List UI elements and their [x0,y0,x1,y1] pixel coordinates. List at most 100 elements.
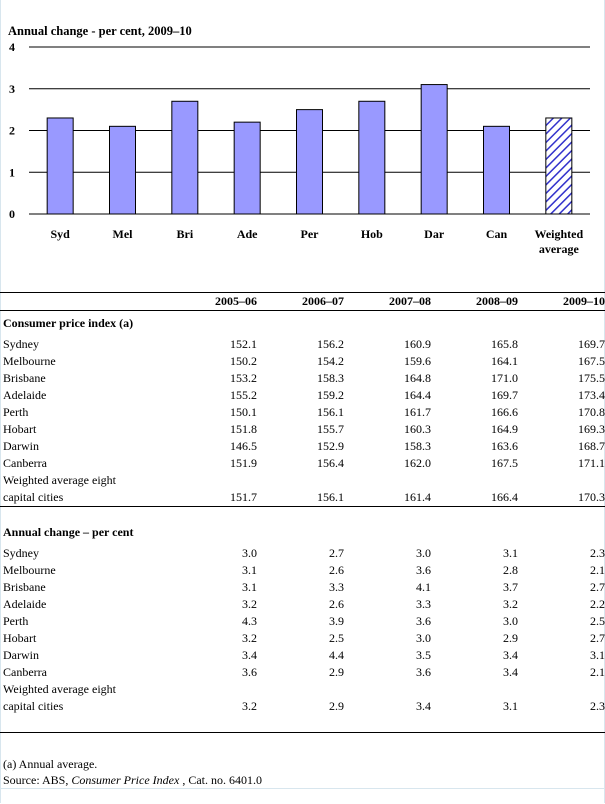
section-separator [0,505,605,524]
row-value: 4.1 [416,579,431,594]
row-value: 170.8 [578,404,605,419]
row-value: 159.6 [404,353,431,368]
row-value: 170.3 [578,489,605,504]
table-header-row: 2005–06 2006–07 2007–08 2008–09 2009–10 [0,292,605,311]
table-row: Canberra 151.9 156.4 162.0 167.5 171.1 [0,455,605,472]
row-value: 152.1 [230,336,257,351]
x-tick-label: Weighted average [534,227,583,256]
row-value: 160.3 [404,421,431,436]
row-value: 3.0 [416,545,431,560]
row-value: 161.4 [404,489,431,504]
row-label: Sydney [3,336,39,351]
row-value: 2.8 [503,562,518,577]
cpi-table-area: 2005–06 2006–07 2007–08 2008–09 2009–10 … [0,292,605,733]
separator-cell [518,505,605,524]
row-value: 150.1 [230,404,257,419]
row-value: 146.5 [230,438,257,453]
table-row: Adelaide 3.2 2.6 3.3 3.2 2.2 [0,596,605,613]
table-row: Melbourne 150.2 154.2 159.6 164.1 167.5 [0,353,605,370]
source-note: Source: ABS, Consumer Price Index , Cat.… [3,773,262,788]
row-value: 166.4 [491,489,518,504]
row-value: 3.1 [242,579,257,594]
row-value: 4.4 [329,647,344,662]
row-value: 2.5 [590,613,605,628]
table-row: Hobart 3.2 2.5 3.0 2.9 2.7 [0,630,605,647]
row-value: 3.3 [329,579,344,594]
row-value: 3.6 [416,562,431,577]
separator-cell [170,505,257,524]
row-label: Hobart [3,421,37,436]
row-value: 173.4 [578,387,605,402]
y-tick-label: 3 [9,82,15,96]
bottom-gridline [0,788,605,804]
row-label: Melbourne [3,562,56,577]
table-row: Darwin 3.4 4.4 3.5 3.4 3.1 [0,647,605,664]
y-tick-label: 4 [9,40,15,54]
row-value: 3.6 [242,664,257,679]
row-value: 171.0 [491,370,518,385]
section-title: Consumer price index (a) [3,315,134,330]
row-value: 3.9 [329,613,344,628]
row-label: Sydney [3,545,39,560]
bar-dar [420,84,448,215]
x-tick-label: Mel [113,227,134,241]
row-value: 3.5 [416,647,431,662]
y-tick-label: 0 [9,207,15,221]
table-end-rule [0,714,605,733]
row-value: 3.2 [503,596,518,611]
end-cell [257,714,344,733]
bar-mel [109,125,136,215]
row-value: 164.8 [404,370,431,385]
x-tick-label: Can [486,227,508,241]
row-value: 2.9 [329,698,344,713]
bar-per [296,109,323,215]
row-label: Canberra [3,664,47,679]
row-label: capital cities [3,489,64,504]
x-tick-label: Ade [237,227,258,241]
row-value: 151.7 [230,489,257,504]
x-tick-label: Bri [176,227,193,241]
section-title-row: Annual change – per cent [0,524,605,541]
header-blank [0,292,170,311]
annual-change-section: Annual change – per cent Sydney 3.0 2.7 3.0 3… [0,505,605,733]
row-value: 4.3 [242,613,257,628]
row-label: Melbourne [3,353,56,368]
row-value: 152.9 [317,438,344,453]
source-prefix: Source: ABS, [3,773,72,787]
row-value: 2.3 [590,698,605,713]
row-value: 2.5 [329,630,344,645]
row-value: 155.2 [230,387,257,402]
separator-cell [257,505,344,524]
y-axis-ticks: 0 1 2 3 4 [9,40,15,221]
row-value: 154.2 [317,353,344,368]
table-row: Hobart 151.8 155.7 160.3 164.9 169.3 [0,421,605,438]
table-row: Brisbane 3.1 3.3 4.1 3.7 2.7 [0,579,605,596]
row-value: 158.3 [404,438,431,453]
x-tick-label: Syd [50,227,70,241]
header-year: 2005–06 [170,292,257,311]
row-value: 159.2 [317,387,344,402]
x-tick-label: Hob [361,227,383,241]
section-title-row: Consumer price index (a) [0,315,605,332]
row-label: Weighted average eight [3,681,116,696]
bar-can [483,125,510,215]
bar-syd [46,117,74,215]
row-value: 153.2 [230,370,257,385]
row-label: capital cities [3,698,64,713]
row-value: 164.1 [491,353,518,368]
row-value: 2.6 [329,596,344,611]
bar-bri [171,100,199,215]
table-row: capital cities 151.7 156.1 161.4 166.4 170.3 [0,489,605,507]
row-label: Perth [3,404,29,419]
row-value: 168.7 [578,438,605,453]
row-value: 167.5 [578,353,605,368]
row-value: 3.2 [242,596,257,611]
row-value: 151.9 [230,455,257,470]
row-value: 3.3 [416,596,431,611]
separator-cell [344,505,431,524]
header-year: 2007–08 [344,292,431,311]
row-value: 3.2 [242,698,257,713]
row-value: 165.8 [491,336,518,351]
x-tick-label: Per [301,227,320,241]
row-label: Adelaide [3,596,47,611]
